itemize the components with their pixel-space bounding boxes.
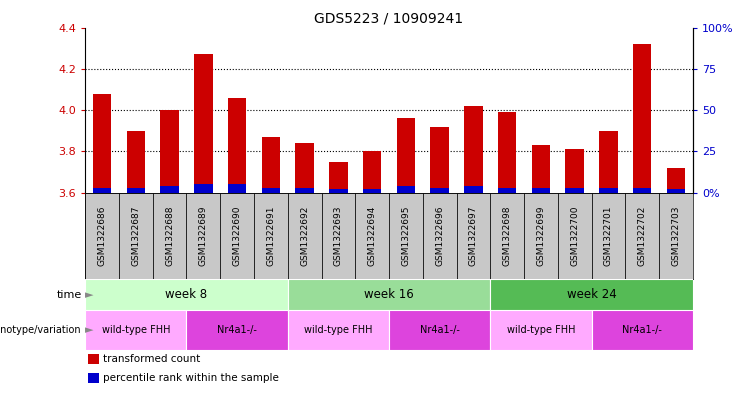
Bar: [88, 373, 99, 383]
Text: transformed count: transformed count: [104, 354, 201, 364]
Bar: [423, 193, 456, 279]
Bar: [389, 193, 423, 279]
Text: GSM1322697: GSM1322697: [469, 206, 478, 266]
Text: wild-type FHH: wild-type FHH: [102, 325, 170, 335]
Text: GSM1322692: GSM1322692: [300, 206, 309, 266]
Bar: [329, 162, 348, 193]
Bar: [194, 54, 213, 193]
Bar: [187, 310, 288, 350]
Text: GSM1322695: GSM1322695: [402, 206, 411, 266]
Bar: [296, 187, 314, 193]
Bar: [160, 110, 179, 193]
Bar: [288, 310, 389, 350]
Text: wild-type FHH: wild-type FHH: [507, 325, 575, 335]
Bar: [220, 193, 254, 279]
Bar: [667, 189, 685, 193]
Bar: [85, 279, 288, 310]
Bar: [127, 187, 145, 193]
Bar: [329, 189, 348, 193]
Bar: [491, 310, 591, 350]
Bar: [288, 279, 491, 310]
Bar: [498, 112, 516, 193]
Text: ►: ►: [84, 290, 93, 300]
Bar: [127, 130, 145, 193]
Text: GSM1322701: GSM1322701: [604, 206, 613, 266]
Bar: [565, 187, 584, 193]
Text: GSM1322691: GSM1322691: [266, 206, 276, 266]
Text: Nr4a1-/-: Nr4a1-/-: [419, 325, 459, 335]
Text: wild-type FHH: wild-type FHH: [304, 325, 373, 335]
Bar: [363, 151, 382, 193]
Text: GSM1322693: GSM1322693: [334, 206, 343, 266]
Bar: [227, 184, 247, 193]
Text: GSM1322694: GSM1322694: [368, 206, 376, 266]
Bar: [296, 143, 314, 193]
Text: time: time: [56, 290, 82, 300]
Bar: [599, 187, 618, 193]
Text: Nr4a1-/-: Nr4a1-/-: [622, 325, 662, 335]
Bar: [591, 193, 625, 279]
Bar: [227, 98, 247, 193]
Bar: [625, 193, 659, 279]
Bar: [659, 193, 693, 279]
Bar: [531, 145, 551, 193]
Bar: [262, 187, 280, 193]
Text: GSM1322700: GSM1322700: [570, 206, 579, 266]
Bar: [389, 310, 491, 350]
Bar: [262, 137, 280, 193]
Text: Nr4a1-/-: Nr4a1-/-: [217, 325, 257, 335]
Bar: [187, 193, 220, 279]
Bar: [531, 187, 551, 193]
Text: GSM1322688: GSM1322688: [165, 206, 174, 266]
Bar: [456, 193, 491, 279]
Bar: [93, 187, 111, 193]
Bar: [464, 106, 482, 193]
Bar: [491, 193, 524, 279]
Text: week 8: week 8: [165, 288, 207, 301]
Text: week 24: week 24: [567, 288, 617, 301]
Bar: [599, 130, 618, 193]
Bar: [633, 187, 651, 193]
Bar: [85, 310, 187, 350]
Bar: [160, 186, 179, 193]
Bar: [355, 193, 389, 279]
Text: GSM1322702: GSM1322702: [638, 206, 647, 266]
Bar: [119, 193, 153, 279]
Bar: [153, 193, 187, 279]
Bar: [363, 189, 382, 193]
Bar: [85, 193, 119, 279]
Bar: [396, 186, 415, 193]
Text: GSM1322689: GSM1322689: [199, 206, 208, 266]
Bar: [667, 168, 685, 193]
Text: genotype/variation: genotype/variation: [0, 325, 82, 335]
Bar: [254, 193, 288, 279]
Bar: [558, 193, 591, 279]
Text: GSM1322699: GSM1322699: [536, 206, 545, 266]
Text: percentile rank within the sample: percentile rank within the sample: [104, 373, 279, 384]
Bar: [491, 279, 693, 310]
Text: GSM1322698: GSM1322698: [502, 206, 512, 266]
Bar: [431, 127, 449, 193]
Bar: [565, 149, 584, 193]
Text: GSM1322696: GSM1322696: [435, 206, 444, 266]
Bar: [524, 193, 558, 279]
Bar: [93, 94, 111, 193]
Text: ►: ►: [84, 325, 93, 335]
Text: week 16: week 16: [364, 288, 414, 301]
Bar: [322, 193, 355, 279]
Bar: [288, 193, 322, 279]
Bar: [194, 184, 213, 193]
Bar: [431, 187, 449, 193]
Text: GSM1322687: GSM1322687: [131, 206, 140, 266]
Bar: [88, 354, 99, 364]
Text: GSM1322686: GSM1322686: [98, 206, 107, 266]
Bar: [464, 186, 482, 193]
Bar: [633, 44, 651, 193]
Text: GSM1322703: GSM1322703: [671, 206, 680, 266]
Bar: [396, 118, 415, 193]
Bar: [591, 310, 693, 350]
Text: GSM1322690: GSM1322690: [233, 206, 242, 266]
Text: GDS5223 / 10909241: GDS5223 / 10909241: [314, 12, 464, 26]
Bar: [498, 187, 516, 193]
